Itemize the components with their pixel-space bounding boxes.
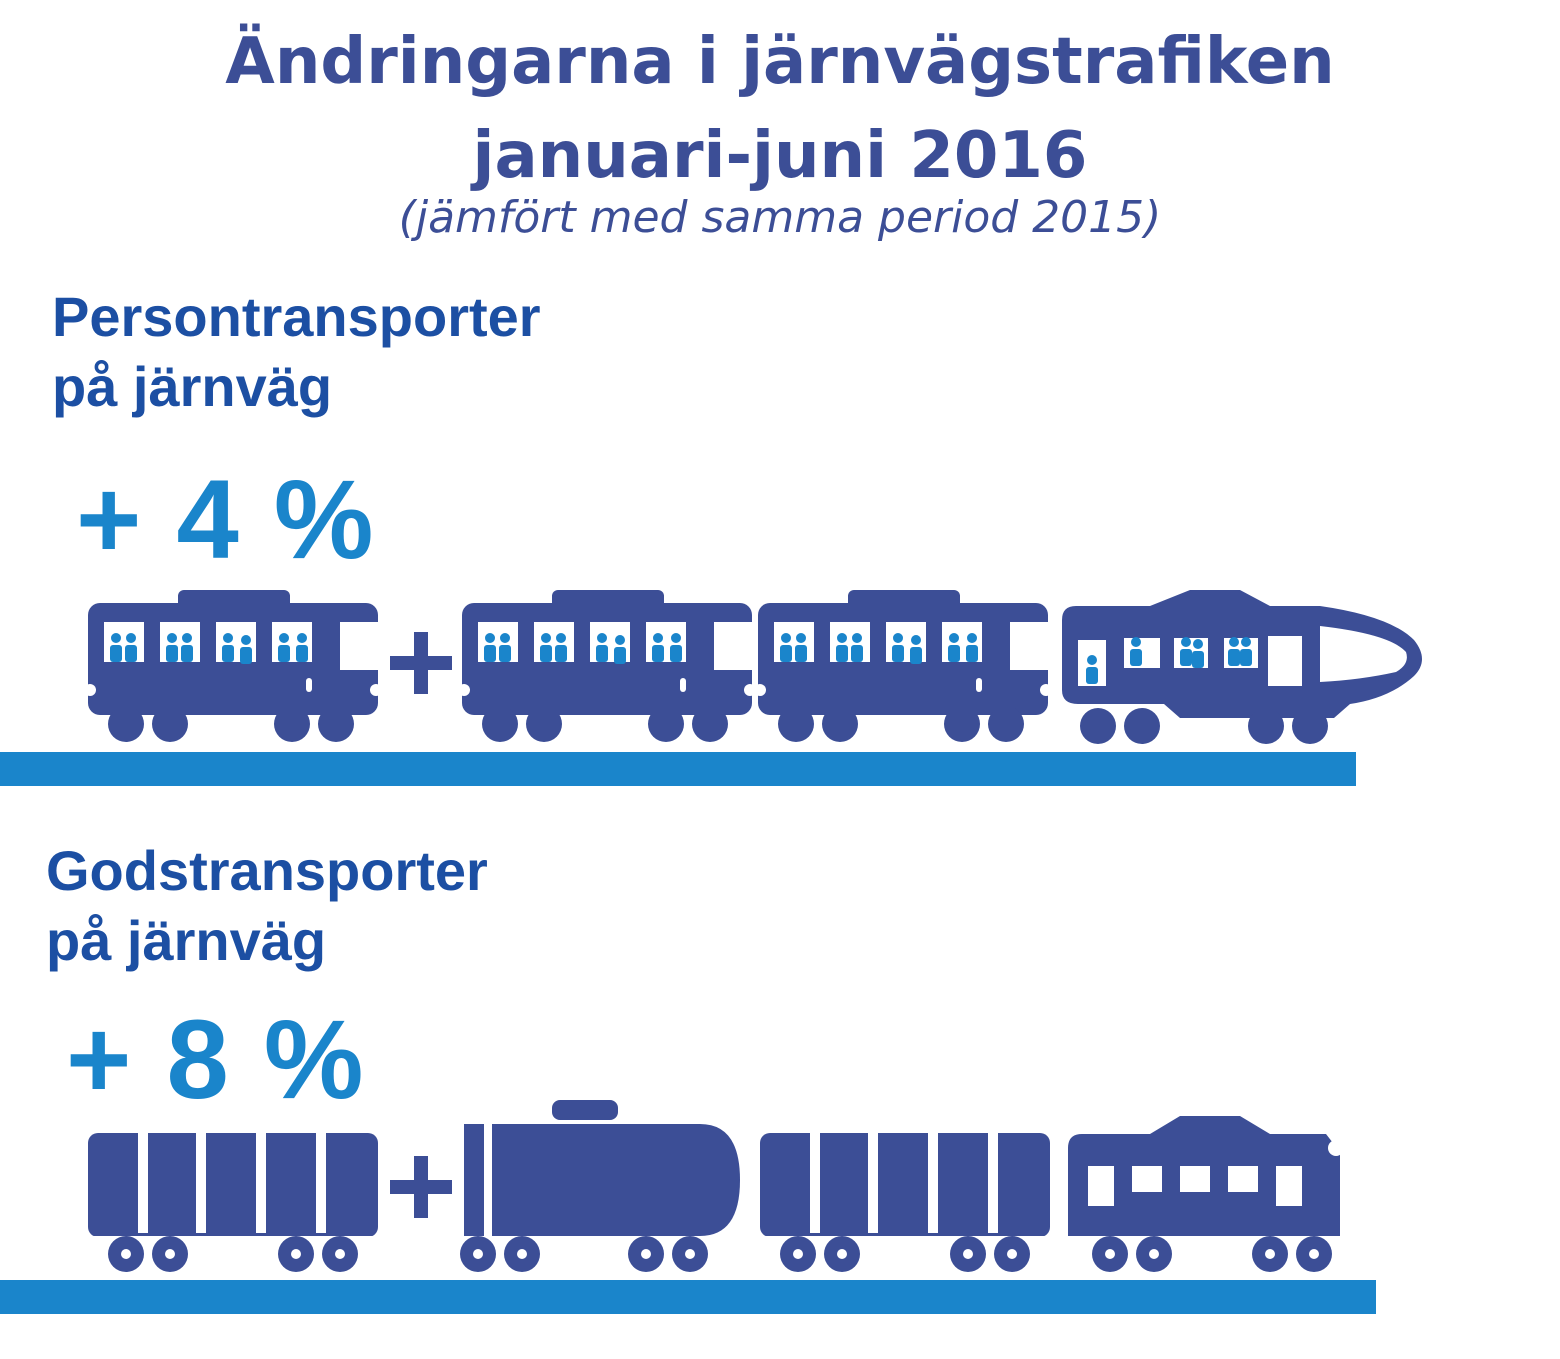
passenger-train [84,590,1422,744]
plus-icon [390,632,452,694]
plus-icon [390,1156,452,1218]
locomotive-icon [1062,590,1422,744]
freight-heading-line-1: Godstransporter [46,839,488,902]
freight-change-value: + 8 % [66,997,366,1122]
passenger-wagon-icon [458,590,756,742]
passenger-heading-line-1: Persontransporter [52,285,541,348]
freight-rail [0,1280,1376,1314]
page-title-line-1: Ändringarna i järnvägstrafiken [225,25,1335,99]
passenger-wagon-icon [754,590,1052,742]
passenger-rail [0,752,1356,786]
passenger-wagon-icon [84,590,382,742]
box-wagon-icon [88,1133,378,1272]
freight-heading-line-2: på järnväg [46,909,327,972]
freight-train [88,1100,1350,1272]
page-title-line-2: januari-juni 2016 [472,119,1088,193]
passenger-heading-line-2: på järnväg [52,355,333,418]
tank-wagon-icon [460,1100,740,1272]
freight-locomotive-icon [1068,1116,1350,1272]
box-wagon-icon [760,1133,1050,1272]
passenger-change-value: + 4 % [76,457,376,582]
page-subtitle: (jämfört med samma period 2015) [398,192,1162,243]
